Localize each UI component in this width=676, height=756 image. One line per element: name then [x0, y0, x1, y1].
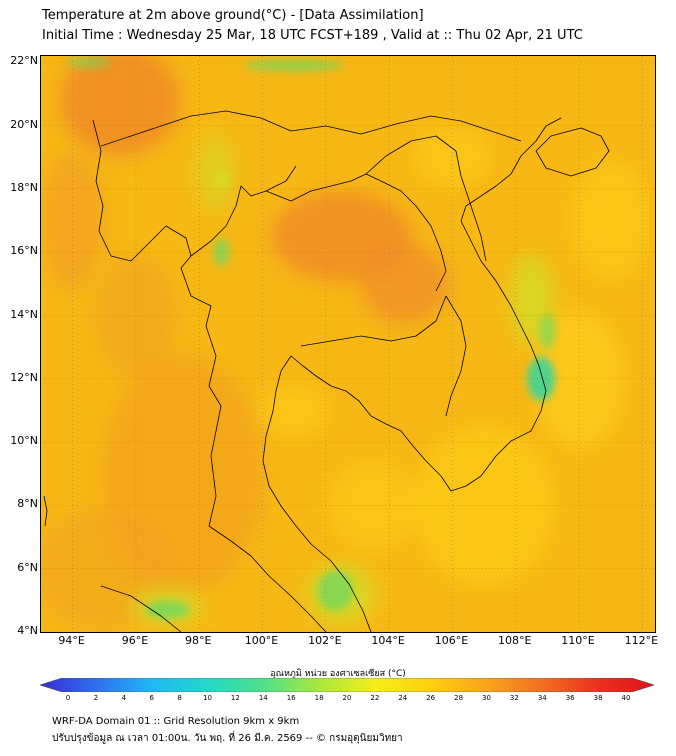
temperature-anomaly	[195, 133, 236, 214]
border-thailand-laos	[265, 173, 447, 292]
colorbar-tick-label: 8	[177, 694, 182, 702]
temperature-cool-spot	[317, 570, 354, 611]
title-line-1: Temperature at 2m above ground(°C) - [Da…	[42, 8, 424, 23]
latitude-tick-label: 22°N	[10, 54, 38, 68]
colorbar-tick-label: 16	[286, 694, 296, 702]
longitude-tick-label: 94°E	[58, 634, 85, 647]
colorbar-tick-label: 34	[537, 694, 547, 702]
colorbar-tick-label: 30	[482, 694, 491, 702]
temperature-map-svg	[41, 56, 655, 632]
longitude-tick-label: 102°E	[308, 634, 342, 647]
footer-update-info: ปรับปรุงข้อมูล ณ เวลา 01:00น. วัน พฤ. ที…	[52, 733, 403, 744]
longitude-tick-label: 98°E	[185, 634, 212, 647]
latitude-tick-label: 16°N	[10, 244, 38, 258]
coastline-mainland	[92, 119, 327, 632]
longitude-tick-label: 100°E	[244, 634, 279, 647]
longitude-tick-label: 110°E	[561, 634, 595, 647]
colorbar-tick-label: 4	[121, 694, 127, 702]
colorbar-title: อุณหภูมิ หน่วย องศาเซลเซียส (°C)	[270, 669, 406, 679]
coastline-andaman	[43, 495, 48, 527]
lat-lon-gridlines	[41, 56, 655, 632]
colorbar	[40, 678, 654, 692]
temperature-map	[40, 55, 656, 633]
temperature-anomaly	[259, 385, 330, 436]
border-myanmar-thailand	[190, 165, 297, 257]
longitude-tick-label: 108°E	[498, 634, 532, 647]
temperature-anomaly	[359, 243, 450, 324]
temperature-cool-spot	[145, 600, 190, 619]
longitude-tick-label: 104°E	[371, 634, 405, 647]
latitude-tick-label: 4°N	[17, 624, 38, 637]
colorbar-tick-label: 22	[370, 694, 380, 702]
temperature-anomaly	[534, 308, 625, 449]
temperature-field-details	[66, 56, 556, 619]
colorbar-tick-label: 2	[93, 694, 99, 702]
colorbar-tick-label: 24	[398, 694, 408, 702]
latitude-tick-label: 12°N	[10, 370, 38, 384]
coastlines-and-borders	[43, 110, 610, 632]
map-title: Temperature at 2m above ground(°C) - [Da…	[42, 6, 583, 46]
border-laos-vietnam	[365, 135, 487, 262]
colorbar-tick-label: 28	[454, 694, 464, 702]
temperature-anomaly	[570, 160, 651, 281]
colorbar-tick-label: 6	[149, 694, 154, 702]
temperature-anomaly	[95, 255, 176, 376]
temperature-cool-spot	[66, 56, 111, 69]
temperature-field-anomalies	[41, 56, 651, 629]
colorbar-gradient	[40, 678, 654, 692]
longitude-tick-label: 96°E	[121, 634, 149, 647]
colorbar-tick-label: 12	[230, 694, 240, 702]
temperature-cool-spot	[244, 59, 345, 72]
colorbar-tick-label: 38	[593, 694, 603, 702]
longitude-tick-label: 112°E	[624, 634, 659, 647]
temperature-cool-spot	[215, 169, 228, 190]
temperature-anomaly	[414, 425, 555, 586]
coastline-hainan	[535, 127, 610, 177]
temperature-cool-spot	[539, 313, 556, 350]
latitude-tick-label: 6°N	[17, 560, 38, 574]
latitude-tick-label: 20°N	[10, 117, 38, 131]
longitude-tick-label: 106°E	[434, 634, 469, 647]
colorbar-tick-label: 0	[65, 694, 71, 702]
latitude-tick-label: 10°N	[10, 434, 38, 448]
latitude-tick-label: 14°N	[10, 307, 38, 321]
temperature-anomaly	[60, 56, 181, 156]
border-thailand-cambodia	[300, 295, 447, 347]
colorbar-tick-label: 18	[314, 694, 324, 702]
latitude-tick-label: 8°N	[17, 497, 38, 511]
colorbar-tick-label: 32	[509, 694, 519, 702]
border-cambodia-vietnam	[445, 295, 467, 417]
colorbar-tick-label: 36	[565, 694, 575, 702]
coastline-malay-east	[262, 117, 562, 632]
colorbar-tick-label: 26	[426, 694, 436, 702]
latitude-tick-label: 18°N	[10, 180, 38, 194]
title-line-2: Initial Time : Wednesday 25 Mar, 18 UTC …	[42, 28, 583, 43]
colorbar-tick-label: 10	[203, 694, 212, 702]
border-china-south	[100, 110, 522, 147]
temperature-anomaly	[412, 127, 493, 188]
coastline-sumatra	[100, 585, 182, 632]
colorbar-tick-label: 20	[342, 694, 352, 702]
colorbar-tick-label: 40	[621, 694, 631, 702]
footer-domain-info: WRF-DA Domain 01 :: Grid Resolution 9km …	[52, 716, 300, 727]
colorbar-tick-label: 14	[258, 694, 268, 702]
